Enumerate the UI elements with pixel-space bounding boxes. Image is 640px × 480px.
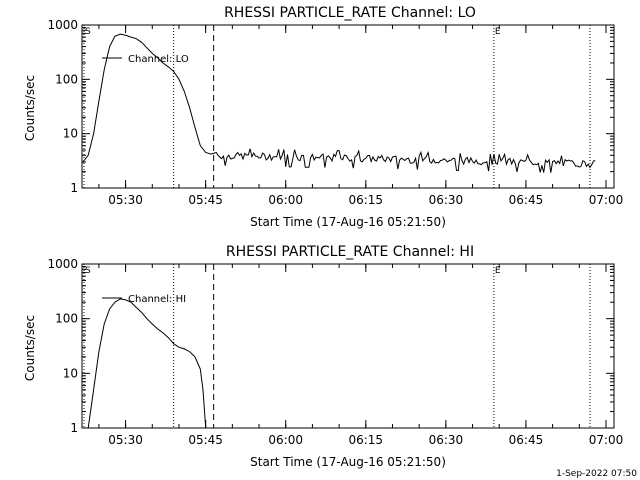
panel-lo-xtick-label-4: 06:30 bbox=[429, 193, 464, 207]
panel-lo-series-0-line bbox=[82, 33, 596, 173]
panel-hi-legend-label: Channel: HI bbox=[128, 294, 186, 305]
panel-lo-xtick-label-5: 06:45 bbox=[509, 193, 544, 207]
panel-lo-legend-label: Channel: LO bbox=[128, 54, 189, 65]
panel-hi-xtick-label-2: 06:00 bbox=[268, 433, 303, 447]
panel-hi-ytick-label-2: 100 bbox=[55, 312, 78, 326]
panel-hi-marker-label-0: S bbox=[85, 266, 91, 276]
panel-lo-ytick-label-0: 1 bbox=[70, 181, 78, 195]
panel-lo-marker-label-3: E bbox=[495, 27, 501, 37]
panel-lo-xtick-label-3: 06:15 bbox=[348, 193, 383, 207]
panel-hi-ytick-label-3: 1000 bbox=[47, 257, 78, 271]
panel-hi: RHESSI PARTICLE_RATE Channel: HI Start T… bbox=[23, 244, 623, 469]
panel-lo-ytick-label-1: 10 bbox=[63, 127, 78, 141]
panel-lo: RHESSI PARTICLE_RATE Channel: LO Start T… bbox=[23, 5, 623, 229]
panel-hi-marker-label-3: E bbox=[495, 266, 501, 276]
panel-hi-xlabel: Start Time (17-Aug-16 05:21:50) bbox=[250, 455, 446, 469]
footer-date: 1-Sep-2022 07:50 bbox=[556, 469, 637, 479]
panel-hi-xtick-label-3: 06:15 bbox=[348, 433, 383, 447]
panel-lo-xtick-label-6: 07:00 bbox=[589, 193, 624, 207]
panel-lo-xtick-label-2: 06:00 bbox=[268, 193, 303, 207]
panel-hi-xtick-label-6: 07:00 bbox=[589, 433, 624, 447]
panel-hi-xtick-label-0: 05:30 bbox=[108, 433, 143, 447]
panel-hi-ytick-label-0: 1 bbox=[70, 421, 78, 435]
panel-lo-ylabel: Counts/sec bbox=[23, 75, 37, 141]
panel-lo-xlabel: Start Time (17-Aug-16 05:21:50) bbox=[250, 215, 446, 229]
panel-hi-xtick-label-1: 05:45 bbox=[188, 433, 223, 447]
panel-lo-xtick-label-1: 05:45 bbox=[188, 193, 223, 207]
panel-hi-xtick-label-5: 06:45 bbox=[509, 433, 544, 447]
panel-lo-ytick-label-3: 1000 bbox=[47, 18, 78, 32]
panel-lo-marker-label-0: S bbox=[85, 27, 91, 37]
panel-lo-xtick-label-0: 05:30 bbox=[108, 193, 143, 207]
panel-hi-title: RHESSI PARTICLE_RATE Channel: HI bbox=[226, 244, 474, 260]
panel-hi-series-0-line bbox=[87, 298, 207, 429]
panel-hi-xtick-label-4: 06:30 bbox=[429, 433, 464, 447]
panel-lo-title: RHESSI PARTICLE_RATE Channel: LO bbox=[224, 5, 476, 21]
panel-hi-axes-frame bbox=[81, 263, 615, 429]
panel-hi-ytick-label-1: 10 bbox=[63, 366, 78, 380]
panel-lo-ytick-label-2: 100 bbox=[55, 72, 78, 86]
panel-hi-ylabel: Counts/sec bbox=[23, 315, 37, 381]
panel-lo-axes-frame bbox=[81, 24, 615, 189]
